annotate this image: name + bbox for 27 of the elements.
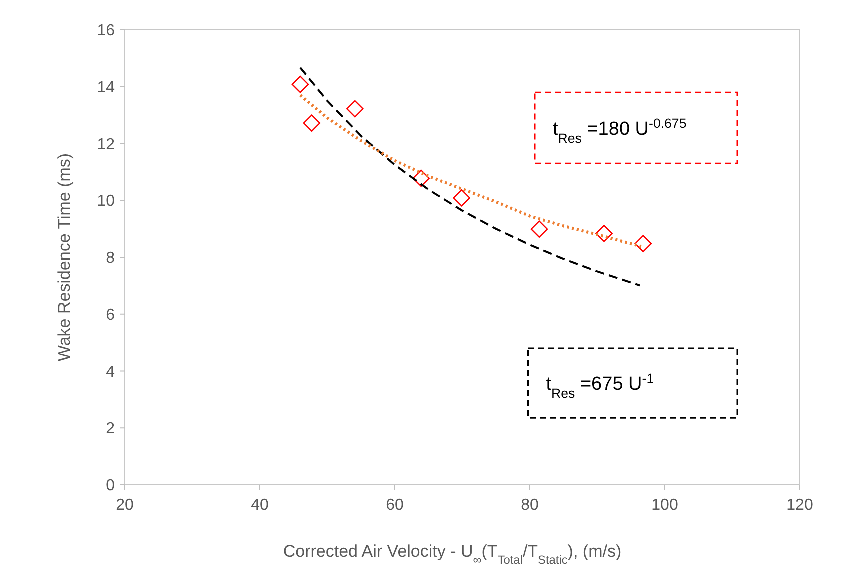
annotation: t$_{Res}$ =180 U$^{-0.675}$ — [553, 115, 687, 146]
point — [634, 235, 652, 252]
y-tick-label: 0 — [106, 478, 116, 495]
y-tick-label: 10 — [97, 193, 116, 210]
y-tick-label: 4 — [106, 364, 116, 381]
y-tick-label: 12 — [97, 136, 116, 154]
x-tick-label: 120 — [786, 497, 814, 514]
x-tick-label: 80 — [521, 497, 539, 514]
point — [596, 224, 613, 242]
x-tick-label: 40 — [251, 497, 269, 514]
point — [292, 76, 310, 94]
annotation: t$_{Res}$ =675 U$^{-1}$ — [546, 370, 654, 400]
point — [346, 100, 364, 118]
y-tick-label: 14 — [97, 79, 116, 96]
x-tick-label: 20 — [116, 497, 134, 514]
y-tick-label: 16 — [97, 22, 116, 40]
point — [303, 114, 321, 132]
x-tick-label: 100 — [652, 497, 678, 514]
x-axis-title: Corrected Air Velocity - U$_{∞}$(T$_{Total}$/T$_{Static}$), (m/s) — [283, 542, 622, 567]
point — [412, 170, 430, 188]
point — [453, 189, 470, 207]
x-tick-label: 60 — [386, 497, 404, 514]
y-tick-label: 8 — [106, 250, 116, 268]
y-tick-label: 6 — [106, 306, 116, 324]
y-axis-title: Wake Residence Time (ms) — [55, 153, 74, 362]
y-tick-label: 2 — [106, 420, 116, 438]
point — [530, 220, 548, 238]
